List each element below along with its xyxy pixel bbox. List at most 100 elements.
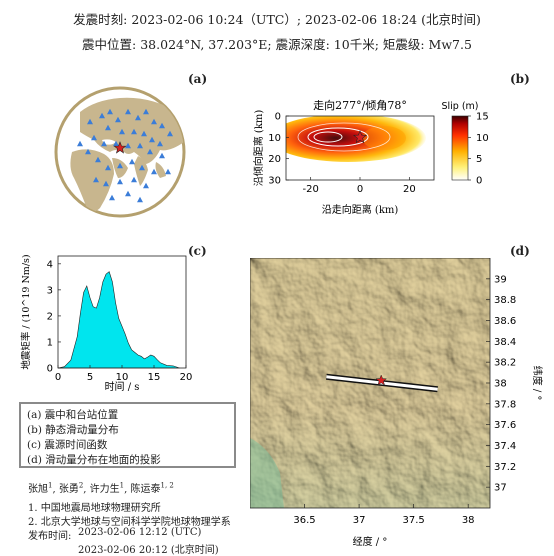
legend-item-a: (a) 震中和台站位置 [27, 409, 119, 421]
station-triangle-icon [91, 134, 97, 141]
station-triangle-icon [165, 168, 171, 175]
x-tick-label: 5 [87, 372, 93, 383]
station-triangle-icon [159, 152, 165, 159]
station-triangle-icon [101, 140, 107, 147]
y-tick-label: 30 [268, 176, 281, 187]
author-affiliation-sup: 1 [48, 481, 53, 490]
globe-landmass [70, 97, 184, 212]
station-markers [77, 108, 173, 203]
stf-y-ticks: 0 1 2 3 4 [47, 259, 61, 375]
y-tick-label: 37 [494, 483, 507, 494]
x-tick-label: 20 [180, 372, 193, 383]
stf-x-axis-label: 时间 / s [105, 380, 140, 393]
legend-item-c: (c) 震源时间函数 [27, 439, 108, 451]
y-tick-label: 38.6 [494, 316, 516, 327]
epicenter-star-icon [375, 374, 388, 386]
slip-distribution-chart: 走向277°/倾角78° -20 0 20 0 10 20 30 沿走向距离 (km) 沿… [252, 98, 489, 216]
y-tick-label: 0 [275, 112, 281, 123]
station-triangle-icon [143, 108, 149, 115]
panel-label-a: (a) [188, 72, 208, 86]
panel-label-c: (c) [188, 244, 207, 258]
colorbar-tick-label: 5 [476, 154, 482, 165]
author-name: 张勇 [58, 484, 79, 495]
release-label: 发布时间: [28, 531, 72, 542]
author-affiliation-sup: 1, 2 [160, 481, 174, 490]
station-triangle-icon [99, 112, 105, 119]
header-line-1: 发震时刻: 2023-02-06 10:24（UTC）; 2023-02-06 … [73, 12, 481, 27]
panel-label-d: (d) [510, 244, 530, 258]
slip-chart-title: 走向277°/倾角78° [313, 98, 407, 112]
colorbar-label: Slip (m) [441, 101, 478, 112]
terrain-map-chart: 36.5 37 37.5 38 37 37.2 37.4 37.6 37.8 38 38.2 38.… [250, 258, 544, 548]
author-name: 张旭 [28, 484, 48, 495]
station-triangle-icon [151, 118, 157, 125]
authors-line: 张旭1, 张勇2, 许力生1, 陈运泰1, 2 [28, 481, 174, 495]
station-triangle-icon [147, 148, 153, 155]
author-affiliation-sup: 2 [78, 481, 84, 490]
stf-area [57, 271, 180, 369]
slip-x-ticks: -20 0 20 [302, 177, 416, 195]
station-triangle-icon [159, 122, 165, 129]
x-tick-label: 0 [55, 372, 61, 383]
x-tick-label: 0 [357, 184, 363, 195]
source-time-function-chart: 0 5 10 15 20 0 1 2 3 4 时间 / s 地震矩率 / (10^19 Nm/s… [20, 254, 193, 393]
station-triangle-icon [131, 176, 137, 183]
y-tick-label: 0 [47, 364, 53, 375]
y-tick-label: 37.8 [494, 399, 516, 410]
y-tick-label: 2 [47, 311, 53, 322]
release-time-beijing: 2023-02-06 20:12 (北京时间) [78, 545, 219, 556]
map-y-axis-label: 纬度 / ° [531, 366, 544, 401]
y-tick-label: 4 [47, 259, 53, 270]
colorbar-tick-label: 10 [476, 133, 489, 144]
station-triangle-icon [117, 162, 123, 169]
slip-heatmap [286, 116, 426, 162]
slip-y-ticks: 0 10 20 30 [268, 112, 289, 187]
station-triangle-icon [129, 158, 135, 165]
legend-item-b: (b) 静态滑动量分布 [27, 424, 119, 436]
panel-legend-box: (a) 震中和台站位置 (b) 静态滑动量分布 (c) 震源时间函数 (d) 滑… [19, 402, 236, 468]
y-tick-label: 37.4 [494, 441, 516, 452]
x-tick-label: 38 [462, 515, 475, 526]
station-triangle-icon [107, 108, 113, 115]
station-triangle-icon [143, 182, 149, 189]
terrain-relief [250, 258, 490, 508]
x-tick-label: 10 [116, 372, 129, 383]
x-tick-label: 36.5 [293, 515, 315, 526]
station-triangle-icon [125, 108, 131, 115]
station-triangle-icon [135, 114, 141, 121]
globe-map [54, 86, 186, 218]
author-name: 许力生 [89, 484, 120, 495]
slip-y-axis-label: 沿倾向距离 (km) [252, 110, 265, 187]
author-affiliation-sup: 1 [119, 481, 125, 490]
station-triangle-icon [131, 128, 137, 135]
station-triangle-icon [125, 190, 131, 197]
slip-x-axis-label: 沿走向距离 (km) [322, 203, 399, 216]
y-tick-label: 37.6 [494, 420, 516, 431]
y-tick-label: 1 [47, 337, 53, 348]
y-tick-label: 38.4 [494, 337, 516, 348]
station-triangle-icon [77, 140, 83, 147]
author-name: 陈运泰 [130, 484, 161, 495]
release-time-utc: 2023-02-06 12:12 (UTC) [78, 527, 202, 538]
affiliation-1: 1. 中国地震局地球物理研究所 [28, 503, 161, 514]
x-tick-label: 37.5 [403, 515, 425, 526]
x-tick-label: 20 [403, 184, 416, 195]
station-triangle-icon [93, 176, 99, 183]
station-triangle-icon [105, 164, 111, 171]
x-tick-label: 37 [353, 515, 366, 526]
station-triangle-icon [157, 140, 163, 147]
map-x-axis-label: 经度 / ° [353, 535, 388, 548]
panel-label-b: (b) [510, 72, 530, 86]
station-triangle-icon [113, 140, 119, 147]
epicenter-star-icon [113, 141, 127, 154]
slip-colorbar [451, 115, 469, 181]
station-triangle-icon [119, 128, 125, 135]
station-triangle-icon [103, 180, 109, 187]
colorbar-tick-label: 0 [476, 176, 482, 187]
station-triangle-icon [141, 130, 147, 137]
station-triangle-icon [151, 168, 157, 175]
station-triangle-icon [137, 196, 143, 203]
station-triangle-icon [117, 178, 123, 185]
x-tick-label: -20 [302, 184, 318, 195]
affiliation-2: 2. 北京大学地球与空间科学学院地球物理学系 [28, 517, 231, 528]
